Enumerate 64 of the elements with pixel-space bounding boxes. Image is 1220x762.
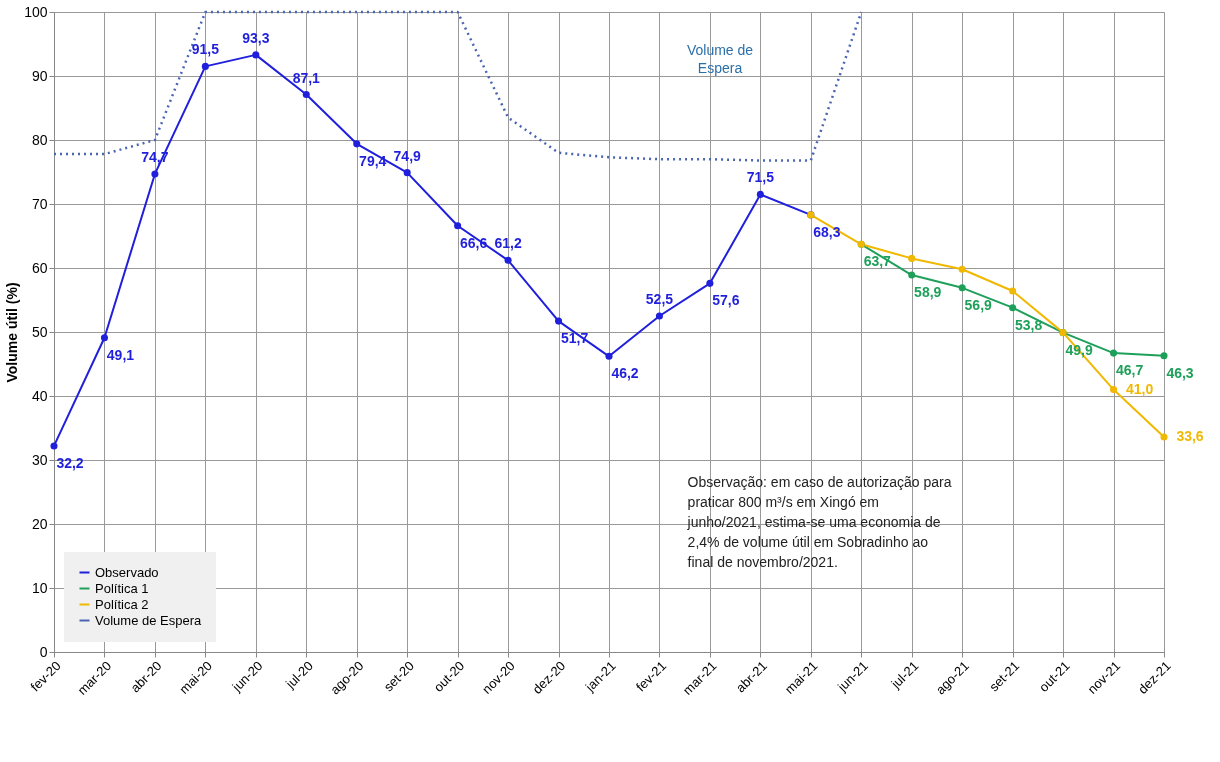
y-tick-label: 50 <box>31 323 48 340</box>
point <box>958 284 966 292</box>
point <box>403 169 411 177</box>
point <box>1009 304 1017 312</box>
data-label: 93,3 <box>242 29 270 46</box>
point <box>605 352 613 360</box>
annotation: Observação: em caso de autorização para praticar 800 m³/s em Xingó em junho/2021, estima-se uma economia de 2,4% de volume útil em Sobradinho ao final de novembro/2021. <box>686 474 952 571</box>
data-label: 71,5 <box>746 169 775 186</box>
data-label: 56,9 <box>964 296 993 313</box>
point <box>454 222 462 230</box>
data-label: 79,4 <box>359 152 387 169</box>
point <box>151 170 159 178</box>
point <box>353 140 361 148</box>
y-axis-title: Volume útil (%) <box>4 282 21 383</box>
point <box>958 265 966 273</box>
point <box>504 256 512 264</box>
data-label: 58,9 <box>914 284 942 301</box>
point <box>555 317 563 325</box>
point <box>50 442 58 450</box>
point <box>655 312 663 320</box>
y-tick-label: 0 <box>39 643 48 660</box>
data-label: 68,3 <box>813 223 841 240</box>
legend-label: Observado <box>95 564 159 580</box>
point <box>252 51 260 59</box>
point <box>1110 386 1118 394</box>
y-tick-label: 30 <box>31 451 48 468</box>
y-tick-label: 10 <box>31 579 48 596</box>
point <box>756 190 764 198</box>
y-tick-label: 70 <box>31 195 48 212</box>
y-tick-label: 20 <box>31 515 48 532</box>
annotation: Volume de Espera <box>686 42 754 76</box>
data-label: 46,3 <box>1166 364 1194 381</box>
y-tick-label: 80 <box>31 131 48 148</box>
point <box>201 62 209 70</box>
data-label: 53,8 <box>1015 316 1043 333</box>
data-label: 63,7 <box>863 253 892 270</box>
data-label: 91,5 <box>191 41 220 58</box>
legend-label: Política 2 <box>95 596 149 612</box>
data-label: 61,2 <box>494 235 522 252</box>
data-label: 57,6 <box>712 292 740 309</box>
y-tick-label: 90 <box>31 67 48 84</box>
point <box>706 279 714 287</box>
point <box>1160 352 1168 360</box>
data-label: 52,5 <box>645 291 674 307</box>
data-label: 41,0 <box>1125 380 1154 397</box>
legend-label: Volume de Espera <box>95 612 202 628</box>
legend-label: Política 1 <box>95 580 149 596</box>
point <box>908 271 916 279</box>
y-tick-label: 100 <box>24 3 48 20</box>
y-tick-label: 60 <box>31 259 48 276</box>
point <box>100 334 108 342</box>
data-label: 49,1 <box>106 346 135 363</box>
data-label: 33,6 <box>1176 427 1204 444</box>
point <box>302 91 310 99</box>
data-label: 74,9 <box>393 147 422 164</box>
point <box>1009 287 1017 295</box>
data-label: 87,1 <box>292 69 321 86</box>
point <box>908 254 916 262</box>
point <box>1110 349 1118 357</box>
data-label: 46,2 <box>611 365 639 382</box>
data-label: 32,2 <box>56 454 84 471</box>
point <box>1160 433 1168 441</box>
y-tick-label: 40 <box>31 387 48 404</box>
data-label: 46,7 <box>1115 362 1144 379</box>
